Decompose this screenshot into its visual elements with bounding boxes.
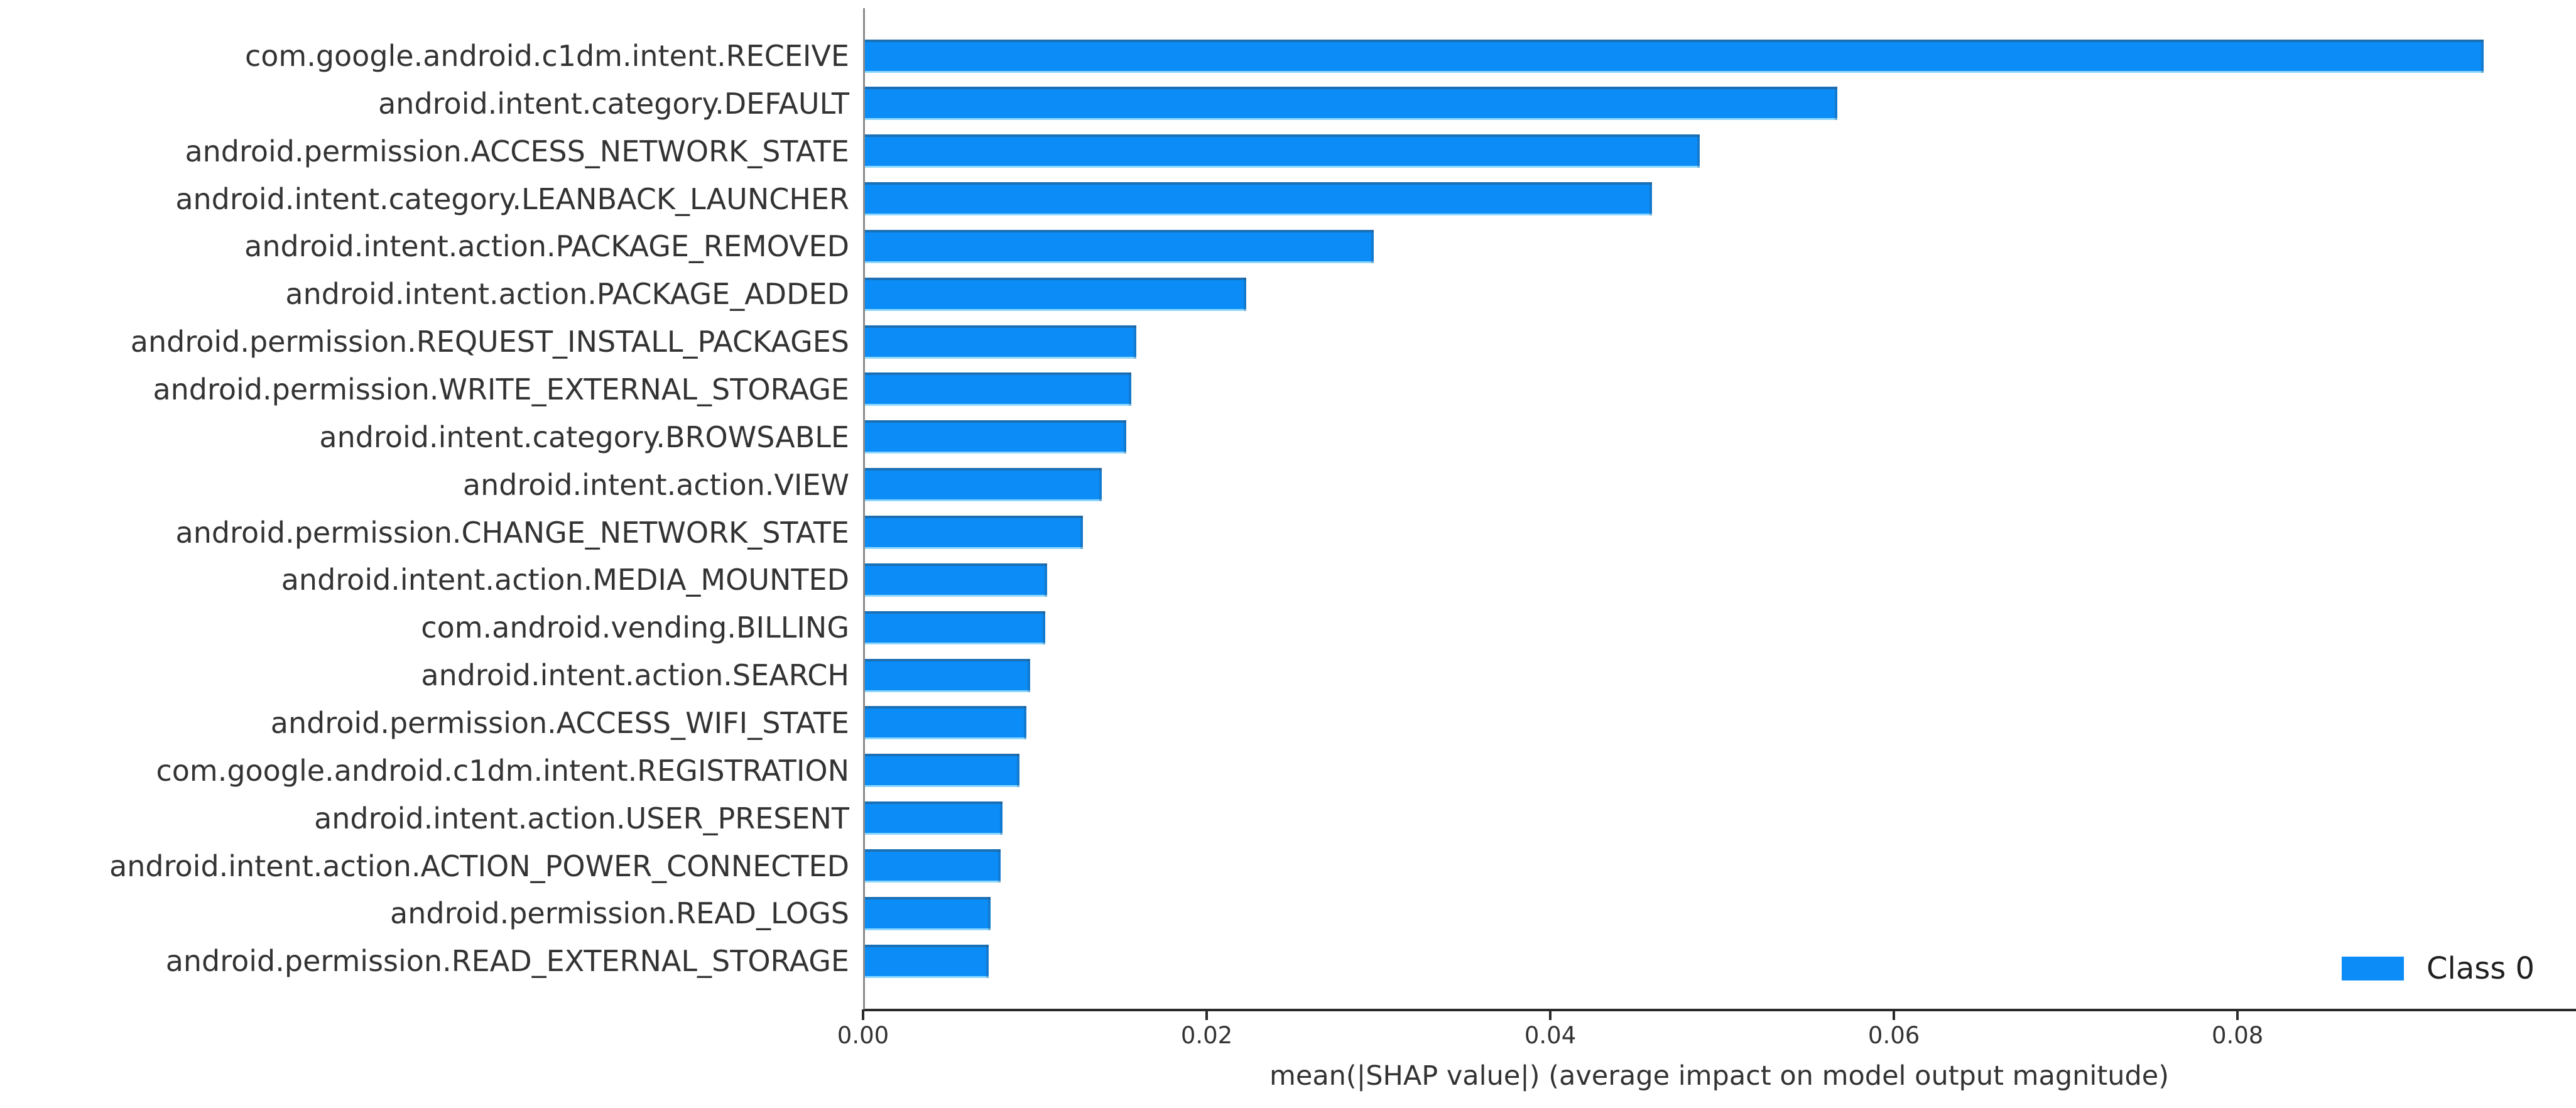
x-tick-label: 0.02 bbox=[1180, 1022, 1233, 1049]
shap-bar bbox=[865, 944, 989, 978]
y-tick-label: android.intent.action.SEARCH bbox=[421, 658, 849, 693]
y-tick-label: android.permission.ACCESS_NETWORK_STATE bbox=[185, 134, 849, 168]
y-tick-label: com.google.android.c1dm.intent.RECEIVE bbox=[244, 39, 849, 73]
legend-color-swatch bbox=[2342, 957, 2404, 980]
y-tick-label: android.intent.category.DEFAULT bbox=[378, 86, 849, 121]
shap-bar bbox=[865, 896, 991, 930]
shap-bar bbox=[865, 468, 1102, 502]
shap-bar bbox=[865, 277, 1247, 311]
shap-bar bbox=[865, 563, 1047, 597]
shap-bar bbox=[865, 516, 1084, 550]
legend-entry-label: Class 0 bbox=[2427, 951, 2535, 986]
x-tick-mark bbox=[1549, 1009, 1552, 1020]
shap-bar bbox=[865, 801, 1003, 835]
y-tick-label: android.intent.category.LEANBACK_LAUNCHE… bbox=[175, 182, 849, 216]
x-tick-label: 0.06 bbox=[1867, 1022, 1920, 1049]
x-tick-mark bbox=[1205, 1009, 1209, 1020]
shap-bar bbox=[865, 372, 1131, 406]
y-tick-label: android.permission.READ_LOGS bbox=[390, 896, 849, 931]
shap-bar bbox=[865, 420, 1126, 454]
legend: Class 0 bbox=[2342, 953, 2535, 984]
shap-bar bbox=[865, 611, 1046, 644]
y-tick-label: android.intent.action.MEDIA_MOUNTED bbox=[281, 563, 849, 597]
x-tick-mark bbox=[2236, 1009, 2239, 1020]
shap-bar bbox=[865, 39, 2484, 73]
x-tick-label: 0.00 bbox=[837, 1022, 889, 1049]
x-tick-label: 0.08 bbox=[2211, 1022, 2264, 1049]
shap-bar bbox=[865, 229, 1374, 263]
shap-bar bbox=[865, 754, 1020, 788]
y-tick-label: android.permission.CHANGE_NETWORK_STATE bbox=[175, 515, 850, 550]
x-tick-label: 0.04 bbox=[1524, 1022, 1577, 1049]
y-tick-label: android.intent.category.BROWSABLE bbox=[319, 420, 849, 454]
y-tick-label: com.google.android.c1dm.intent.REGISTRAT… bbox=[156, 753, 849, 788]
x-tick-mark bbox=[1893, 1009, 1896, 1020]
shap-bar bbox=[865, 182, 1652, 216]
y-tick-label: android.intent.action.ACTION_POWER_CONNE… bbox=[109, 849, 849, 883]
y-tick-label: android.permission.READ_EXTERNAL_STORAGE bbox=[165, 944, 849, 979]
y-tick-label: android.intent.action.PACKAGE_REMOVED bbox=[244, 229, 849, 264]
y-tick-label: android.intent.action.USER_PRESENT bbox=[314, 801, 849, 835]
shap-bar bbox=[865, 134, 1700, 168]
y-tick-label: android.intent.action.VIEW bbox=[462, 467, 849, 502]
y-tick-label: com.android.vending.BILLING bbox=[421, 611, 849, 645]
x-axis-title: mean(|SHAP value|) (average impact on mo… bbox=[1269, 1060, 2170, 1092]
shap-bar bbox=[865, 849, 1001, 883]
shap-bar bbox=[865, 325, 1137, 359]
y-tick-label: android.permission.ACCESS_WIFI_STATE bbox=[270, 705, 849, 740]
plot-area bbox=[863, 8, 2576, 1011]
x-tick-mark bbox=[862, 1009, 864, 1020]
y-tick-label: android.permission.WRITE_EXTERNAL_STORAG… bbox=[153, 372, 849, 406]
y-tick-label: android.permission.REQUEST_INSTALL_PACKA… bbox=[130, 325, 849, 359]
shap-bar bbox=[865, 658, 1030, 692]
shap-bar bbox=[865, 87, 1838, 121]
y-tick-label: android.intent.action.PACKAGE_ADDED bbox=[285, 277, 849, 312]
shap-bar bbox=[865, 706, 1027, 740]
